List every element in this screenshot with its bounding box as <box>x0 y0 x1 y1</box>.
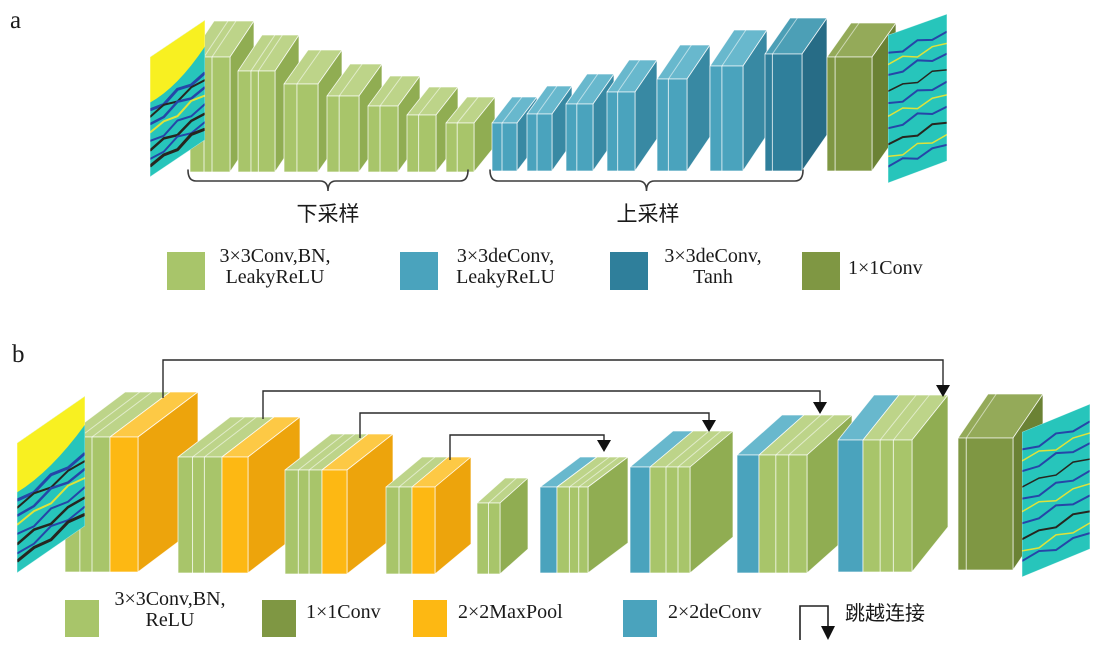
legend-swatch-1x1conv-a <box>802 252 840 290</box>
panel-a-label: a <box>10 7 22 34</box>
legend-line: 3×3Conv,BN, <box>219 245 331 267</box>
downsample-label: 下采样 <box>296 202 360 226</box>
legend-text-skip-connection: 跳越连接 <box>845 604 925 625</box>
legend-swatch-deconv-tanh <box>610 252 648 290</box>
legend-line: LeakyReLU <box>456 266 555 288</box>
legend-swatch-1x1conv-b <box>262 600 296 637</box>
legend-line: 2×2deConv <box>668 601 762 623</box>
panel-b-label: b <box>12 341 25 368</box>
legend-swatch-maxpool <box>413 600 447 637</box>
legend-line: 3×3deConv, <box>456 245 555 267</box>
legend-text-conv-bn-relu: 3×3Conv,BN, ReLU <box>100 589 240 631</box>
legend-swatch-deconv-leakyrelu <box>400 252 438 290</box>
legend-text-deconv-tanh: 3×3deConv, Tanh <box>648 246 778 288</box>
legend-line: 1×1Conv <box>848 257 923 279</box>
legend-text-maxpool: 2×2MaxPool <box>458 602 563 623</box>
legend-line: LeakyReLU <box>225 266 325 288</box>
legend-text-deconv-b: 2×2deConv <box>668 602 762 623</box>
legend-swatch-conv-bn-relu <box>65 600 99 637</box>
legend-swatch-conv-bn-leakyrelu <box>167 252 205 290</box>
legend-text-conv-bn-leakyrelu: 3×3Conv,BN, LeakyReLU <box>205 246 345 288</box>
legend-text-deconv-leakyrelu: 3×3deConv, LeakyReLU <box>438 246 573 288</box>
legend-line: 2×2MaxPool <box>458 601 563 623</box>
legend-line: 3×3deConv, <box>664 245 762 267</box>
upsample-label: 上采样 <box>616 202 680 226</box>
legend-line: 3×3Conv,BN, <box>114 588 226 610</box>
legend-swatch-deconv-b <box>623 600 657 637</box>
legend-line: 跳越连接 <box>845 603 925 625</box>
legend-line: 1×1Conv <box>306 601 381 623</box>
legend-text-1x1conv-a: 1×1Conv <box>848 258 923 279</box>
legend-line: Tanh <box>693 266 733 288</box>
skip-connection-icon <box>799 605 835 640</box>
legend-text-1x1conv-b: 1×1Conv <box>306 602 381 623</box>
legend-line: ReLU <box>145 609 195 631</box>
